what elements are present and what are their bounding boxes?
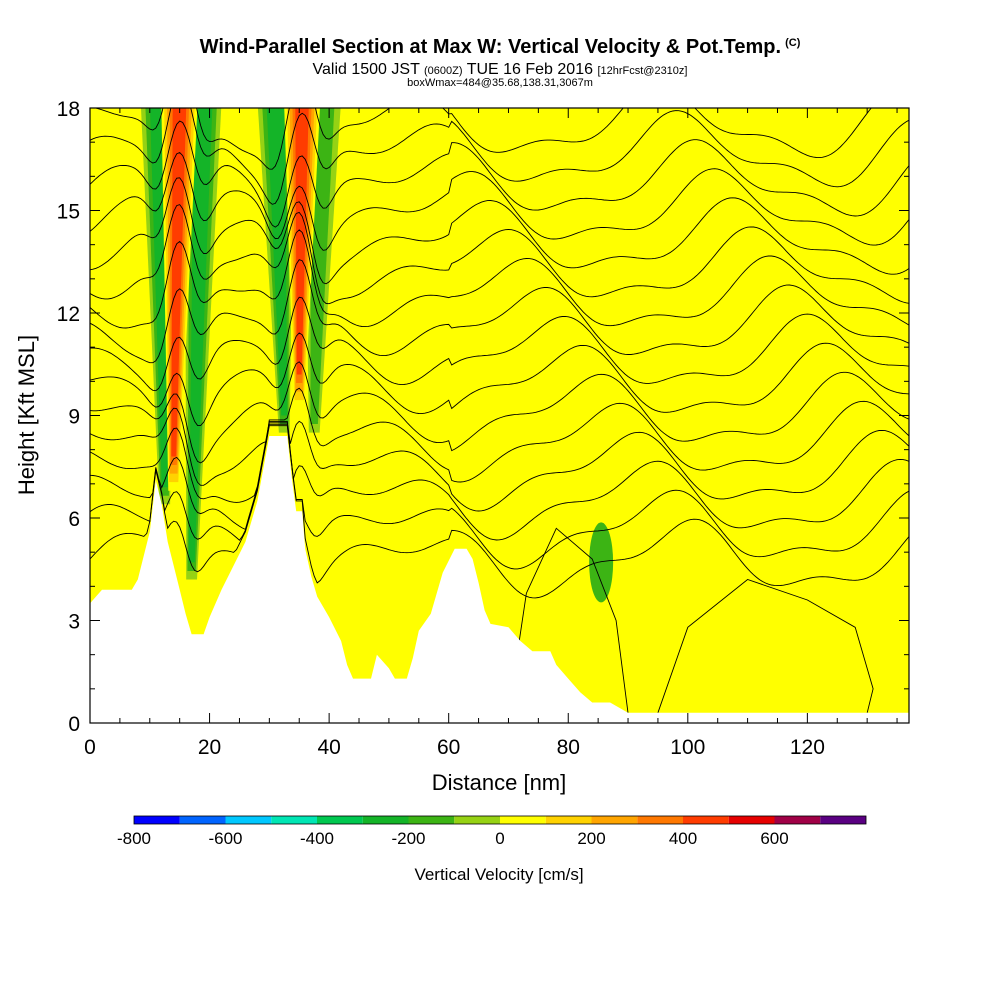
positive-velocity-patch (406, 381, 485, 655)
colorbar-tick-label: -800 (117, 829, 151, 848)
plot-area (90, 108, 909, 723)
theta-contour (90, 420, 909, 512)
theta-contour (90, 177, 909, 285)
x-tick-label: 40 (317, 736, 340, 759)
y-tick-label: 0 (68, 713, 80, 736)
colorbar-swatch (774, 816, 821, 824)
positive-velocity-patch (657, 108, 712, 713)
velocity-field (90, 108, 909, 713)
y-tick-label: 18 (57, 98, 80, 121)
colorbar-label: Vertical Velocity [cm/s] (414, 865, 583, 884)
theta-contour (90, 423, 909, 570)
theta-contour (90, 151, 909, 251)
positive-velocity-patch (867, 108, 909, 587)
positive-velocity-patch (329, 313, 377, 621)
x-tick-label: 0 (84, 736, 96, 759)
y-tick-label: 3 (68, 611, 80, 634)
x-tick-label: 100 (670, 736, 705, 759)
theta-contour (508, 527, 629, 713)
box-max-info: boxWmax=484@35.68,138.31,3067m (407, 77, 593, 89)
colorbar-tick-label: 400 (669, 829, 697, 848)
positive-velocity-patch (795, 108, 874, 713)
colorbar-swatch (408, 816, 455, 824)
positive-velocity-patch (586, 108, 652, 313)
colorbar-tick-label: 0 (495, 829, 504, 848)
colorbar-tick-label: -400 (300, 829, 334, 848)
colorbar-tick-label: -600 (208, 829, 242, 848)
colorbar-tick-label: 200 (577, 829, 605, 848)
colorbar-swatch (454, 816, 501, 824)
positive-velocity-patch (90, 278, 144, 587)
colorbar: -800 -600 -400 -200 0 200 400 600 (117, 815, 867, 848)
y-tick-label: 12 (57, 303, 80, 326)
colorbar-swatch (271, 816, 318, 824)
positive-velocity-patch (598, 313, 652, 713)
theta-contour (90, 361, 909, 464)
colorbar-swatch (820, 816, 867, 824)
downdraft-band (310, 108, 335, 424)
theta-contour (90, 229, 909, 329)
downdraft-spot (589, 522, 614, 603)
downdraft-band (188, 108, 213, 563)
theta-contour (90, 425, 909, 599)
y-axis-label: Height [Kft MSL] (14, 335, 39, 495)
theta-contour (90, 296, 909, 392)
theta-contour (90, 422, 909, 541)
theta-contour (90, 332, 909, 427)
colorbar-swatch (683, 816, 729, 824)
chart-title: Wind-Parallel Section at Max W: Vertical… (199, 36, 801, 58)
theta-contour (657, 578, 874, 713)
colorbar-swatch (134, 816, 180, 824)
colorbar-frame (133, 815, 867, 825)
colorbar-swatch (362, 816, 409, 824)
y-tick-label: 15 (57, 201, 80, 224)
theta-contour (90, 120, 909, 228)
x-tick-label: 80 (557, 736, 580, 759)
colorbar-swatch (179, 816, 226, 824)
colorbar-swatch (591, 816, 638, 824)
x-tick-label: 60 (437, 736, 460, 759)
axes: 0 20 40 60 80 100 120 0 3 6 9 12 15 18 (57, 98, 909, 759)
x-tick-label: 20 (198, 736, 221, 759)
colorbar-swatch (637, 816, 684, 824)
colorbar-swatch (317, 816, 363, 824)
x-tick-label: 120 (790, 736, 825, 759)
colorbar-swatch (225, 816, 272, 824)
positive-velocity-patch (496, 415, 557, 638)
y-tick-label: 6 (68, 508, 80, 531)
theta-contour (90, 108, 909, 205)
colorbar-swatch (728, 816, 775, 824)
terrain-profile (90, 436, 909, 723)
theta-contour (90, 259, 909, 364)
x-axis-label: Distance [nm] (432, 770, 567, 795)
colorbar-swatch (500, 816, 546, 824)
colorbar-swatch (545, 816, 592, 824)
theta-contour (90, 387, 909, 486)
theta-contour (90, 204, 909, 305)
positive-velocity-patch (723, 108, 766, 713)
positive-velocity-patch (203, 108, 264, 416)
colorbar-tick-label: 600 (760, 829, 788, 848)
valid-time-line: Valid 1500 JST (0600Z) TUE 16 Feb 2016 [… (312, 61, 688, 78)
y-tick-label: 9 (68, 406, 80, 429)
theta-contour (93, 108, 872, 170)
updraft-band (295, 108, 309, 375)
potential-temperature-contours (90, 108, 909, 713)
colorbar-tick-label: -200 (391, 829, 425, 848)
updraft-band (171, 108, 187, 457)
